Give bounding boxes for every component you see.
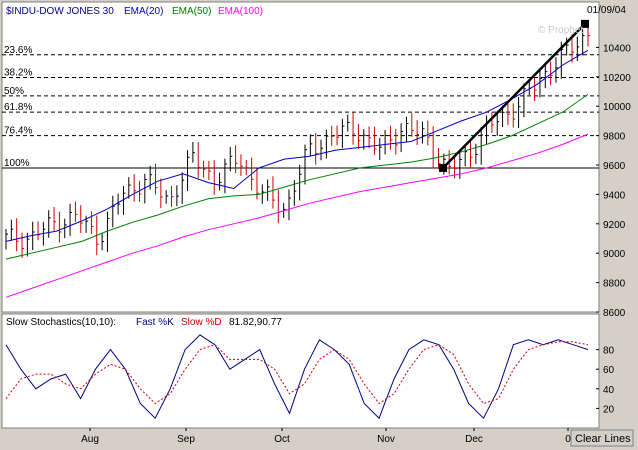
price-tick-label: 9400 <box>603 190 626 201</box>
x-tick-label: Nov <box>377 434 395 445</box>
price-tick-label: 9800 <box>603 132 626 143</box>
price-tick-label: 10200 <box>603 73 631 84</box>
ema50-label: EMA(50) <box>172 6 211 17</box>
price-tick-label: 8600 <box>603 308 626 319</box>
stoch-values: 81.82,90.77 <box>229 317 282 328</box>
x-tick-label: Aug <box>81 434 99 445</box>
price-tick-label: 10400 <box>603 43 631 54</box>
clear-lines-button[interactable]: Clear Lines <box>570 429 634 447</box>
ema100-label: EMA(100) <box>218 6 263 17</box>
ema-line-50 <box>5 93 589 260</box>
price-tick-label: 9200 <box>603 220 626 231</box>
symbol-label: $INDU-DOW JONES 30 <box>6 6 114 17</box>
fib-label: 50% <box>4 86 24 97</box>
fast-k-line <box>5 334 589 420</box>
fast-k-label: Fast %K <box>136 317 174 328</box>
stoch-lines <box>5 334 589 420</box>
clear-lines-label: Clear Lines <box>575 433 631 445</box>
ema-line-20 <box>5 49 589 242</box>
watermark: © Prophet <box>538 25 583 36</box>
price-tick-label: 8800 <box>603 279 626 290</box>
fib-label: 100% <box>4 158 30 169</box>
trend-handle-end <box>581 19 589 28</box>
x-tick-label: Sep <box>177 434 195 445</box>
stoch-tick-label: 60 <box>603 365 615 376</box>
stoch-tick-label: 80 <box>603 346 615 357</box>
fib-label: 38.2% <box>4 68 32 79</box>
x-axis: Aug Sep Oct Nov Dec 0 <box>81 428 571 445</box>
x-tick-label: Dec <box>465 434 483 445</box>
fib-levels: 23.6% 38.2% 50% 61.8% 76.4% 100% <box>2 45 599 169</box>
price-tick-label: 9000 <box>603 249 626 260</box>
stoch-y-axis: 80 60 40 20 <box>596 346 615 415</box>
ema20-label: EMA(20) <box>124 6 163 17</box>
fib-label: 23.6% <box>4 45 32 56</box>
fib-label: 61.8% <box>4 102 32 113</box>
trend-line[interactable] <box>439 19 589 172</box>
x-tick-label: Oct <box>274 434 290 445</box>
x-tick-label: 0 <box>565 434 571 445</box>
trend-handle-start <box>439 163 447 172</box>
ema-line-100 <box>5 133 589 298</box>
date-label: 01/09/04 <box>587 5 626 16</box>
stoch-title: Slow Stochastics(10,10): <box>6 317 116 328</box>
stoch-tick-label: 40 <box>603 385 615 396</box>
price-y-axis: 10400 10200 10000 9800 9600 9400 9200 9000 8800 8… <box>596 43 631 319</box>
stoch-panel <box>1 313 600 429</box>
slow-d-label: Slow %D <box>181 317 222 328</box>
price-tick-label: 10000 <box>603 102 631 113</box>
fib-label: 76.4% <box>4 126 32 137</box>
stoch-tick-label: 20 <box>603 404 615 415</box>
trend-line-segment <box>442 23 586 169</box>
ema-lines <box>5 49 589 298</box>
price-tick-label: 9600 <box>603 161 626 172</box>
